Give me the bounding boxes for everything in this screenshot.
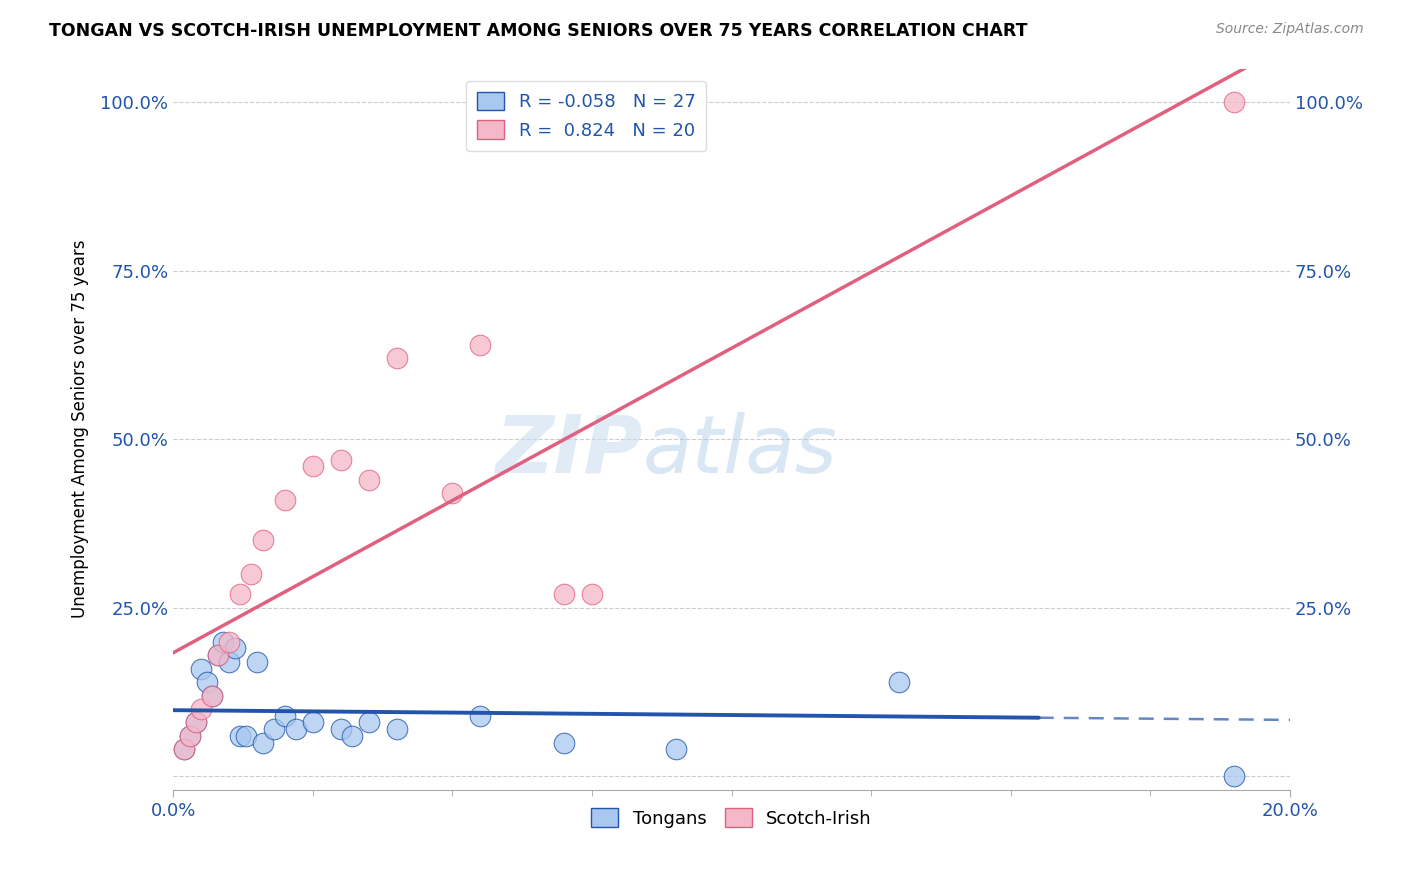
Point [190, 702, 212, 716]
Point [201, 689, 224, 703]
Point [385, 351, 408, 366]
Point [1223, 769, 1246, 783]
Point [470, 708, 492, 723]
Point [184, 715, 207, 730]
Point [357, 473, 380, 487]
Point [240, 567, 263, 582]
Point [173, 742, 195, 756]
Point [184, 715, 207, 730]
Point [229, 587, 252, 601]
Point [190, 662, 212, 676]
Point [218, 634, 240, 648]
Point [553, 587, 575, 601]
Point [195, 675, 218, 690]
Point [441, 486, 464, 500]
Point [179, 729, 201, 743]
Point [252, 736, 274, 750]
Point [207, 648, 229, 662]
Point [470, 338, 492, 352]
Point [179, 729, 201, 743]
Point [887, 675, 910, 690]
Point [301, 715, 323, 730]
Point [274, 493, 297, 508]
Point [207, 648, 229, 662]
Point [201, 689, 224, 703]
Point [553, 736, 575, 750]
Text: ZIP: ZIP [495, 412, 643, 490]
Point [218, 655, 240, 669]
Point [274, 708, 297, 723]
Point [212, 634, 235, 648]
Point [329, 452, 352, 467]
Point [665, 742, 688, 756]
Text: Source: ZipAtlas.com: Source: ZipAtlas.com [1216, 22, 1364, 37]
Text: atlas: atlas [643, 412, 837, 490]
Y-axis label: Unemployment Among Seniors over 75 years: Unemployment Among Seniors over 75 years [72, 240, 89, 618]
Point [301, 459, 323, 474]
Point [385, 723, 408, 737]
Point [1223, 95, 1246, 110]
Text: TONGAN VS SCOTCH-IRISH UNEMPLOYMENT AMONG SENIORS OVER 75 YEARS CORRELATION CHAR: TONGAN VS SCOTCH-IRISH UNEMPLOYMENT AMON… [49, 22, 1028, 40]
Legend: Tongans, Scotch-Irish: Tongans, Scotch-Irish [583, 801, 879, 835]
Point [329, 723, 352, 737]
Point [357, 715, 380, 730]
Point [581, 587, 603, 601]
Point [224, 641, 246, 656]
Point [246, 655, 269, 669]
Point [235, 729, 257, 743]
Point [229, 729, 252, 743]
Point [285, 723, 308, 737]
Point [252, 533, 274, 548]
Point [173, 742, 195, 756]
Point [263, 723, 285, 737]
Point [340, 729, 363, 743]
